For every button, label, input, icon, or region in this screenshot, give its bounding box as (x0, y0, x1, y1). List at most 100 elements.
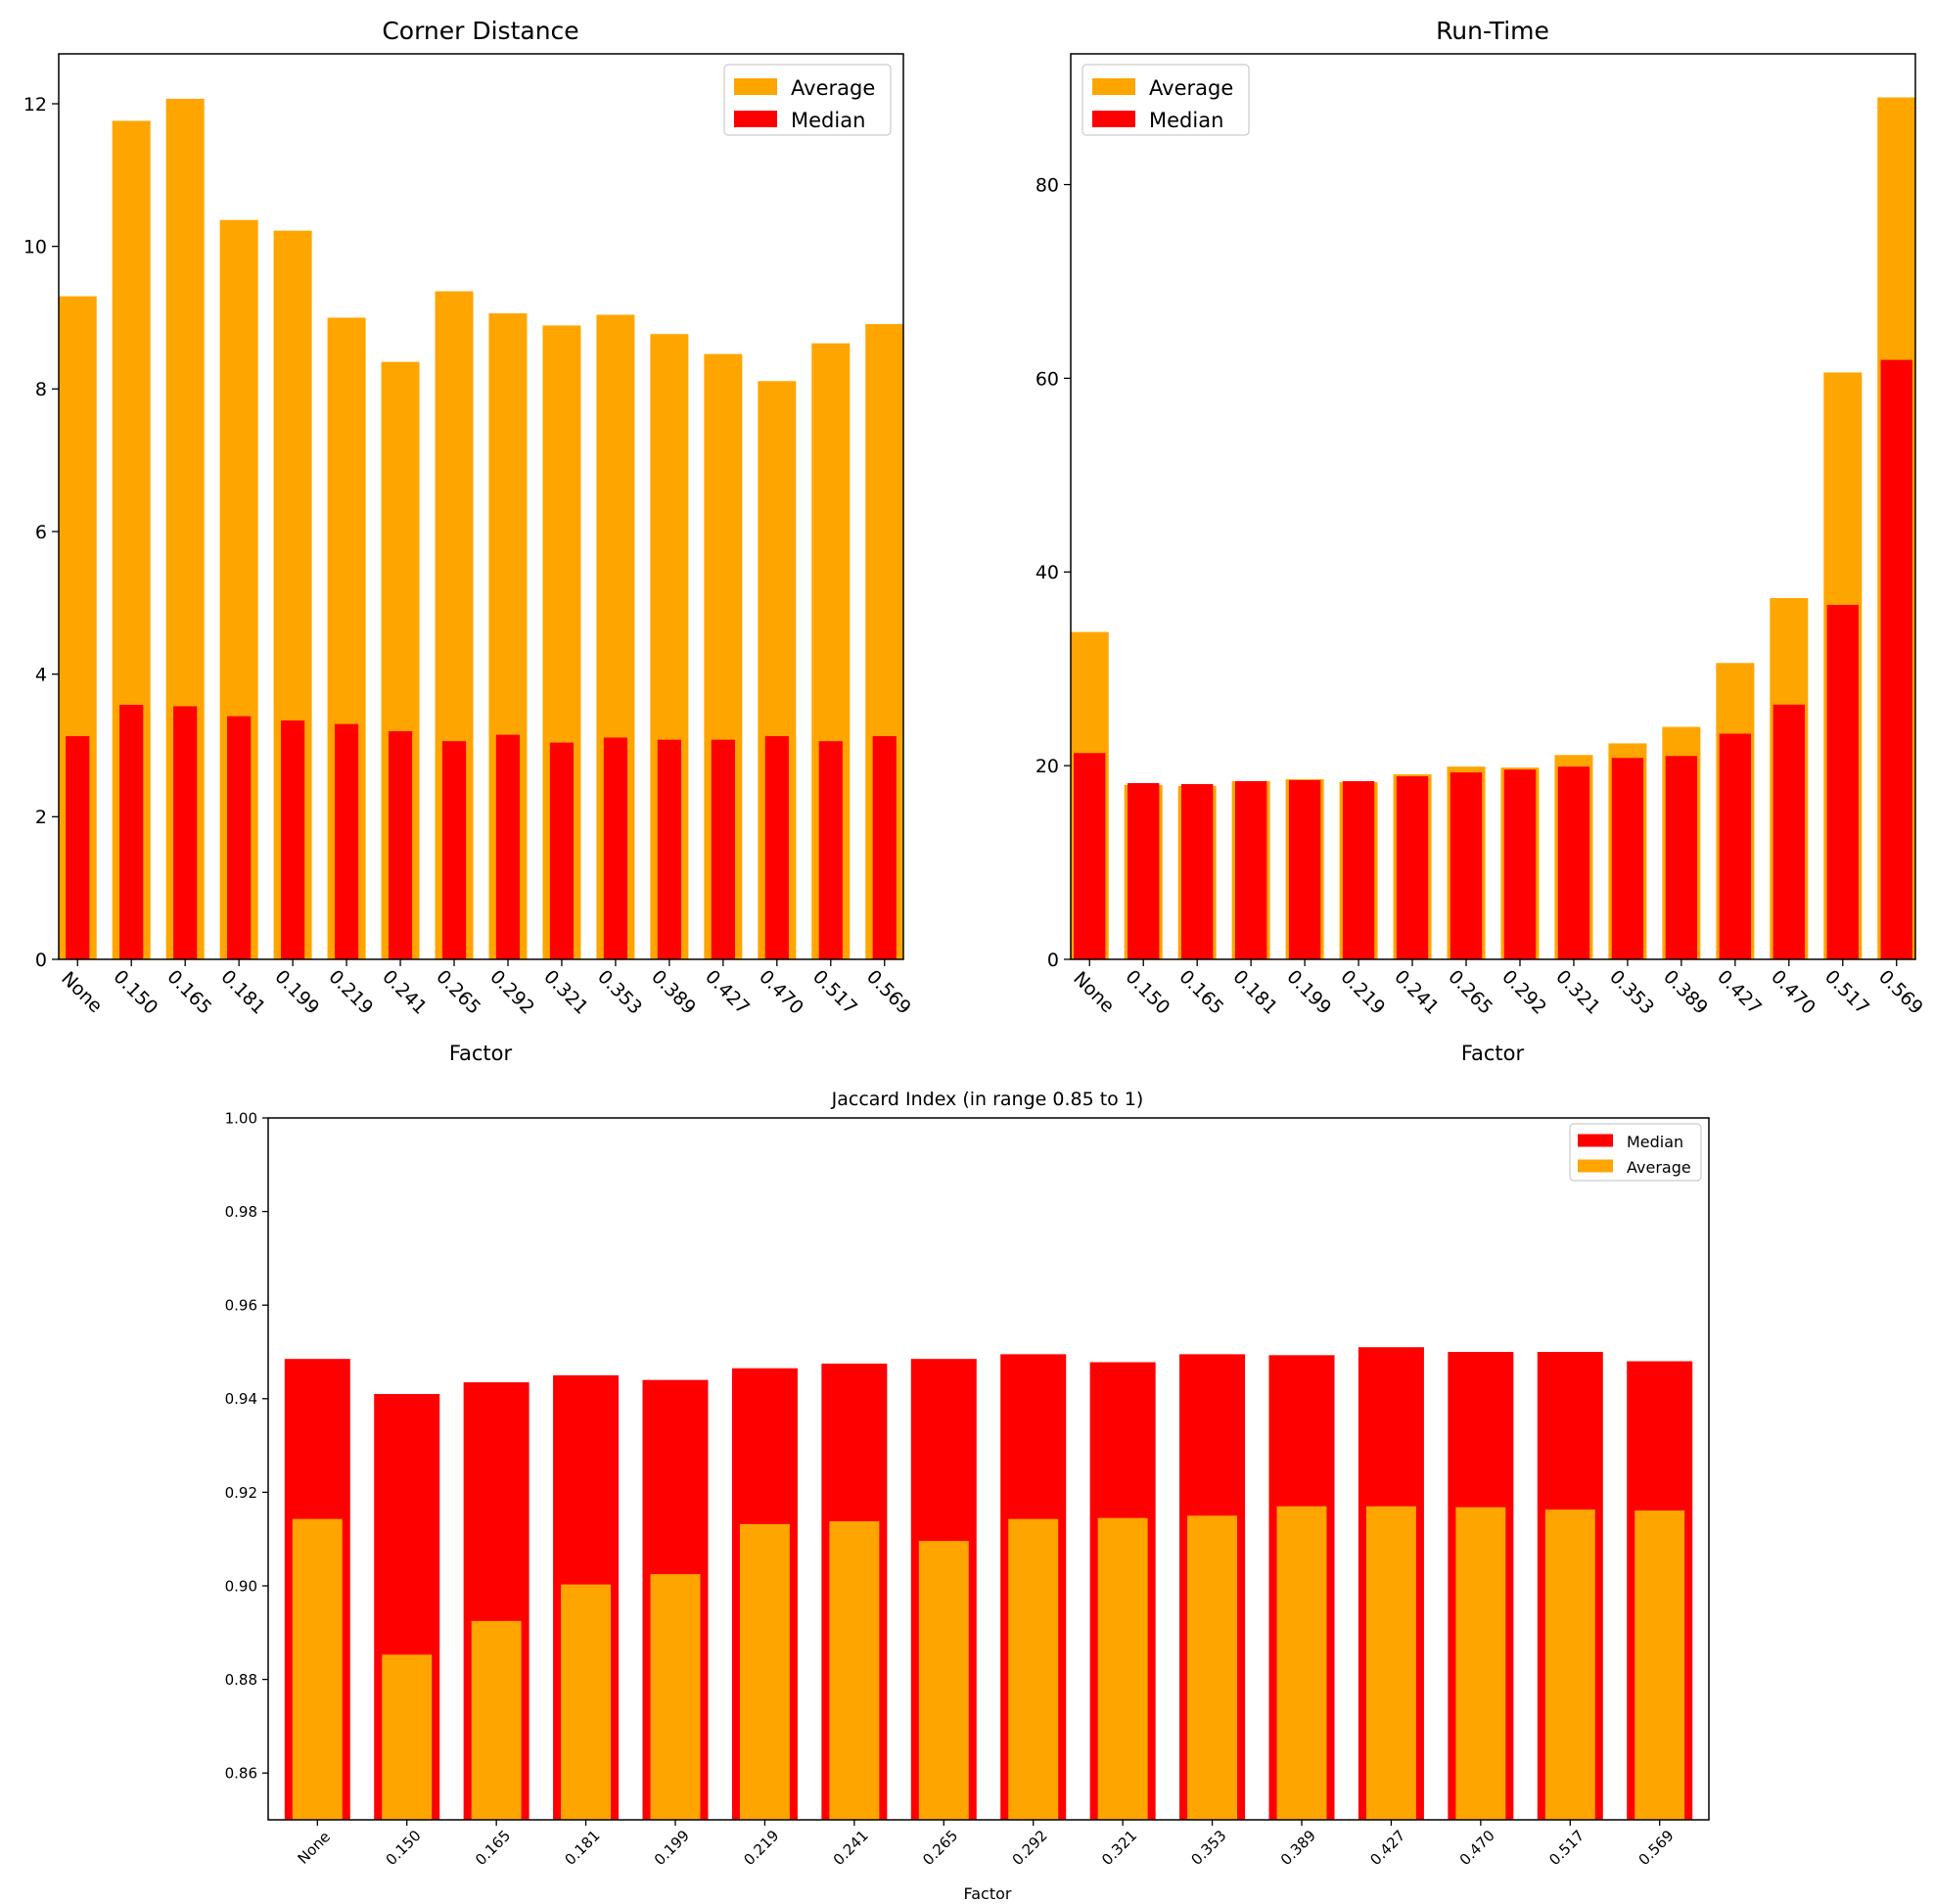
bar-median-0-265 (441, 741, 467, 959)
legend: Average Median (723, 64, 892, 136)
x-tick-label: 0.219 (324, 966, 377, 1019)
bar-average-0-150 (382, 1654, 433, 1820)
bar-average-0-569 (1634, 1510, 1685, 1820)
bar-median-0-389 (1665, 756, 1698, 959)
x-tick-label: 0.265 (919, 1827, 961, 1869)
x-tick-label: 0.569 (862, 966, 915, 1019)
bar-median-0-427 (711, 739, 735, 959)
x-tick-label: 0.517 (1820, 966, 1873, 1019)
x-tick-label: 0.321 (539, 966, 592, 1019)
bar-median-0-389 (657, 739, 681, 959)
plot-frame (1070, 53, 1916, 960)
bar-group (284, 1347, 1693, 1820)
bar-median-0-219 (1342, 780, 1375, 959)
bar-group (58, 98, 904, 960)
x-tick-label: 0.199 (270, 966, 323, 1019)
x-tick-label: None (57, 967, 107, 1017)
y-tick-label: 0.98 (225, 1203, 257, 1221)
x-tick-label: 0.165 (472, 1827, 514, 1869)
y-axis: 0 2 4 6 8 10 12 (23, 94, 59, 971)
bar-median-0-321 (549, 742, 575, 959)
x-tick-label: None (295, 1828, 334, 1867)
x-tick-label: 0.165 (162, 966, 215, 1019)
bar-median-0-569 (872, 736, 897, 959)
legend-label-median: Median (791, 109, 865, 132)
y-tick-label: 0.96 (225, 1297, 257, 1315)
bar-median-0-569 (1880, 359, 1912, 959)
x-tick-label: 0.219 (740, 1827, 782, 1869)
bar-median-0-292 (1503, 769, 1537, 959)
x-tick-label: 0.199 (1282, 966, 1335, 1019)
bar-median-0-241 (388, 730, 413, 959)
x-tick-label: 0.241 (1390, 966, 1443, 1019)
y-tick-label: 80 (1036, 174, 1059, 196)
x-tick-label: 0.517 (808, 966, 861, 1019)
bar-average-0-241 (829, 1521, 880, 1820)
bar-average-0-292 (1008, 1518, 1059, 1820)
x-tick-label: 0.165 (1174, 966, 1227, 1019)
y-tick-label: 1.00 (225, 1109, 257, 1127)
x-axis-label: Factor (449, 1042, 513, 1065)
bar-median-0-241 (1396, 776, 1429, 959)
legend-label-median: Median (1149, 109, 1223, 132)
bar-group (1070, 97, 1916, 960)
y-tick-label: 0.94 (225, 1390, 257, 1408)
x-tick-label: 0.321 (1551, 966, 1604, 1019)
bar-average-0-265 (918, 1541, 969, 1820)
y-axis: 0.86 0.88 0.90 0.92 0.94 0.96 0.98 1.00 (225, 1109, 268, 1783)
bar-average-0-199 (650, 1574, 701, 1820)
bar-average-0-165 (471, 1620, 522, 1820)
bar-average-0-470 (1455, 1507, 1506, 1820)
y-tick-label: 0.92 (225, 1484, 257, 1502)
x-tick-label: 0.181 (1228, 966, 1281, 1019)
x-tick-label: 0.292 (485, 966, 538, 1019)
x-tick-label: 0.292 (1497, 966, 1550, 1019)
bar-median-0-165 (1180, 783, 1214, 959)
legend-swatch-median (1092, 111, 1135, 127)
plot-frame (58, 53, 904, 960)
x-axis-label: Factor (964, 1884, 1012, 1903)
legend-swatch-median (1578, 1134, 1613, 1147)
x-tick-label: 0.517 (1545, 1827, 1588, 1869)
x-tick-label: 0.219 (1336, 966, 1389, 1019)
bar-median-0-219 (334, 723, 359, 959)
bar-median-0-181 (1234, 780, 1267, 959)
x-tick-label: 0.265 (432, 966, 484, 1019)
x-tick-label: 0.353 (593, 966, 646, 1019)
bar-median-none (1074, 753, 1106, 959)
y-tick-label: 40 (1036, 562, 1059, 583)
legend-label-average: Average (791, 76, 875, 100)
plot-frame (267, 1117, 1710, 1821)
x-tick-label: 0.389 (647, 966, 700, 1019)
x-axis: None 0.150 0.165 0.181 0.199 0.219 0.241 0.265 0… (1069, 959, 1927, 1019)
x-tick-label: 0.353 (1187, 1827, 1229, 1869)
x-tick-label: None (1069, 967, 1119, 1017)
legend-label-average: Average (1627, 1158, 1691, 1177)
legend-label-median: Median (1627, 1133, 1683, 1151)
x-tick-label: 0.199 (651, 1827, 693, 1869)
x-tick-label: 0.353 (1605, 966, 1658, 1019)
y-tick-label: 2 (35, 807, 47, 828)
y-tick-label: 8 (35, 379, 47, 400)
x-tick-label: 0.265 (1444, 966, 1496, 1019)
bar-average-0-517 (1544, 1509, 1595, 1820)
chart-title: Corner Distance (382, 17, 578, 45)
x-tick-label: 0.427 (1366, 1827, 1408, 1869)
y-tick-label: 60 (1036, 368, 1059, 390)
bar-median-none (66, 736, 90, 959)
y-tick-label: 6 (35, 522, 47, 543)
bar-average-0-321 (1097, 1517, 1148, 1820)
y-tick-label: 0.88 (225, 1671, 257, 1689)
x-tick-label: 0.389 (1659, 966, 1712, 1019)
y-axis: 0 20 40 60 80 (1036, 174, 1071, 971)
bar-average-0-353 (1187, 1515, 1238, 1820)
x-tick-label: 0.470 (1456, 1827, 1498, 1869)
x-axis-label: Factor (1461, 1042, 1525, 1065)
y-tick-label: 20 (1036, 756, 1059, 777)
chart-jaccard-index: Jaccard Index (in range 0.85 to 1) 0.860… (225, 1089, 1710, 1903)
x-tick-label: 0.150 (383, 1827, 425, 1869)
bar-median-0-265 (1450, 772, 1483, 959)
y-tick-label: 12 (23, 94, 47, 116)
legend-swatch-median (734, 111, 777, 127)
